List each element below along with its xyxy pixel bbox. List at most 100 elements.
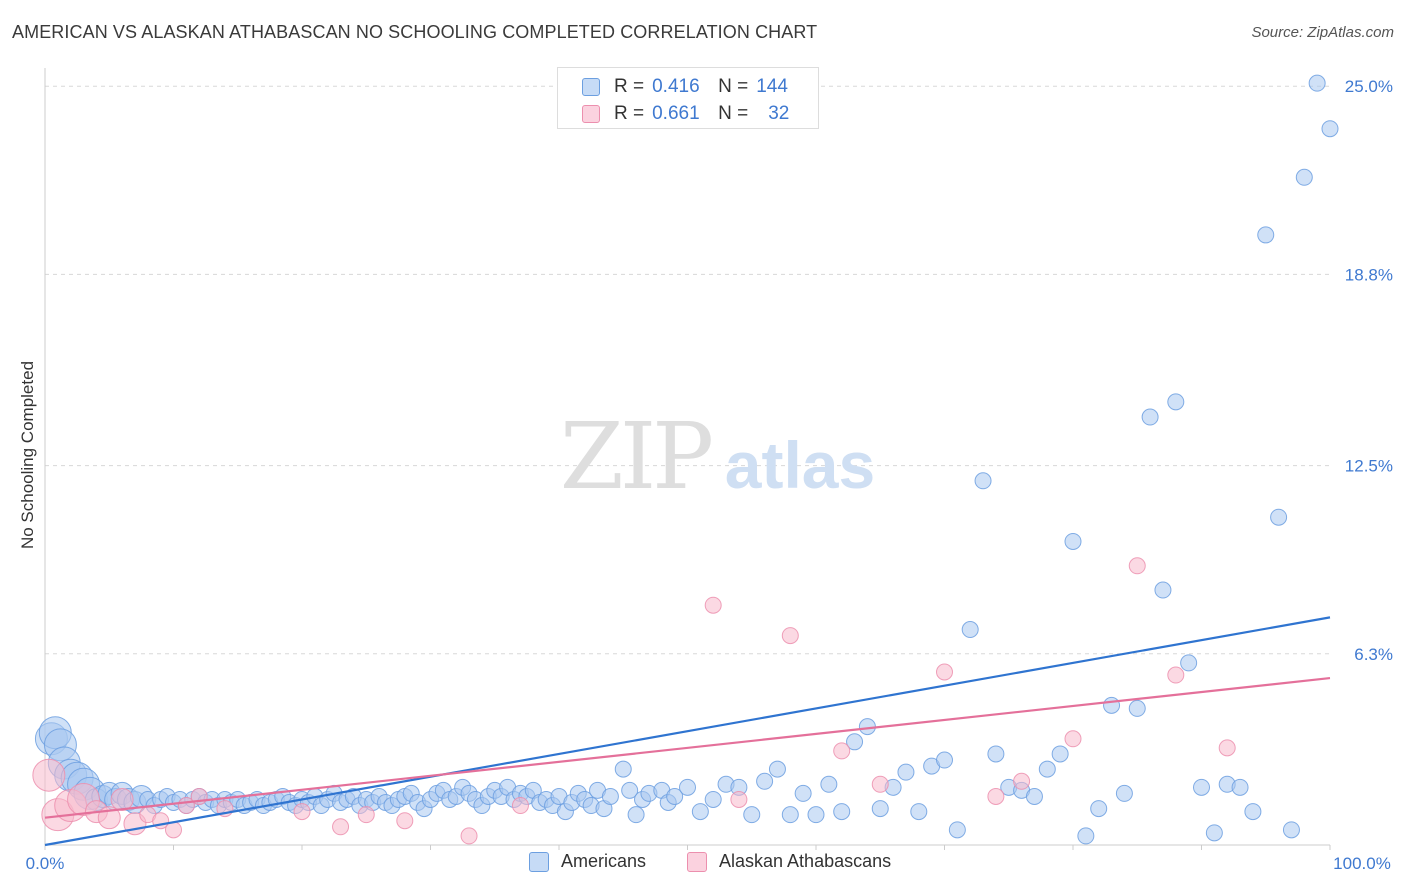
americans-point [1128,699,1146,717]
americans-point [621,781,639,799]
legend-n-value: 144 [756,76,788,97]
americans-point [1115,784,1133,802]
watermark-atlas: atlas [725,428,875,502]
americans-point [666,787,684,805]
americans-point [1193,778,1210,796]
chart-title: AMERICAN VS ALASKAN ATHABASCAN NO SCHOOL… [12,22,818,42]
legend-n-label: N = [718,76,749,97]
watermark-zip: ZIP [560,403,711,510]
americans-point [1090,800,1108,818]
bottom-legend-swatch-alaskan [687,851,707,872]
americans-point [704,790,722,808]
legend-swatch-americans [582,78,600,96]
legend-r-value: 0.661 [652,103,700,124]
americans-point [679,778,696,796]
americans-point [897,763,915,781]
americans-point [1038,760,1056,778]
alaskan-point [1167,666,1185,684]
americans-point [601,787,619,805]
americans-point [910,803,928,821]
legend-r-label: R = [614,76,645,97]
alaskan-point [833,742,851,760]
alaskan-point [332,818,350,836]
y-tick-label: 6.3% [1354,645,1393,664]
alaskan-point [110,787,134,811]
americans-point [846,733,864,751]
alaskan-point [936,663,953,681]
alaskan-point [1013,772,1031,790]
alaskan-point [460,827,478,845]
bottom-legend-swatch-americans [529,851,549,872]
legend-r-value: 0.416 [652,76,700,97]
alaskan-point [730,790,748,808]
americans-point [833,803,851,821]
y-tick-label: 12.5% [1345,457,1393,476]
americans-point [1141,408,1159,426]
alaskan-point [704,596,722,614]
bottom-legend-label-americans: Americans [561,851,647,871]
alaskan-point [987,787,1005,805]
legend-n-value: 32 [768,103,790,124]
americans-point [987,745,1005,763]
americans-point [794,784,812,802]
legend-n-label: N = [718,103,749,124]
americans-point [807,806,825,824]
americans-point [1270,508,1288,526]
americans-point [1180,654,1198,672]
y-tick-label: 25.0% [1345,77,1393,96]
americans-point [1167,393,1185,411]
americans-point [974,472,992,490]
americans-point [820,775,838,793]
americans-point [1282,821,1300,839]
americans-point [768,760,786,778]
legend-row-americans: R = 0.416 N = 144 [582,76,788,98]
source-label: Source: ZipAtlas.com [1251,24,1394,41]
y-tick-label: 18.8% [1345,265,1393,284]
alaskan-point [871,775,889,793]
americans-point [936,751,953,769]
stats-legend: R = 0.416 N = 144 R = 0.661 N = 32 [557,67,819,129]
alaskan-trendline [44,676,1331,819]
americans-point [627,806,645,824]
americans-point [1295,168,1313,186]
americans-point [691,803,709,821]
americans-point [756,772,774,790]
alaskan-point [396,812,414,830]
americans-point [781,806,799,824]
alaskan-point [32,758,66,792]
alaskan-point [293,803,311,821]
bottom-legend-americans: Americans [529,851,646,872]
americans-point [1244,803,1262,821]
y-axis-label: No Schooling Completed [18,360,37,550]
americans-point [1308,74,1326,92]
alaskan-point [357,806,375,824]
americans-point [614,760,632,778]
alaskan-point [1128,557,1146,575]
alaskan-point [511,797,529,815]
alaskan-point [781,627,799,645]
x-tick-label-min: 0.0% [26,854,65,873]
legend-r-label: R = [614,103,645,124]
americans-point [1154,581,1172,599]
alaskan-point [1064,730,1082,748]
americans-point [961,621,979,639]
bottom-legend-label-alaskan: Alaskan Athabascans [719,851,892,871]
americans-point [743,806,761,824]
americans-point [1051,745,1069,763]
legend-row-alaskan: R = 0.661 N = 32 [582,103,789,125]
americans-point [1321,120,1339,138]
americans-point [1257,226,1275,244]
bottom-legend-alaskan: Alaskan Athabascans [687,851,891,872]
x-tick-label-max: 100.0% [1333,854,1391,873]
alaskan-point [1218,739,1236,757]
legend-swatch-alaskan [582,105,600,123]
americans-trendline [44,616,1331,847]
americans-point [1231,778,1249,796]
americans-point [1064,532,1082,550]
americans-point [1025,787,1043,805]
americans-point [948,821,966,839]
americans-point [1077,827,1095,845]
americans-point [871,800,889,818]
americans-point [1205,824,1223,842]
